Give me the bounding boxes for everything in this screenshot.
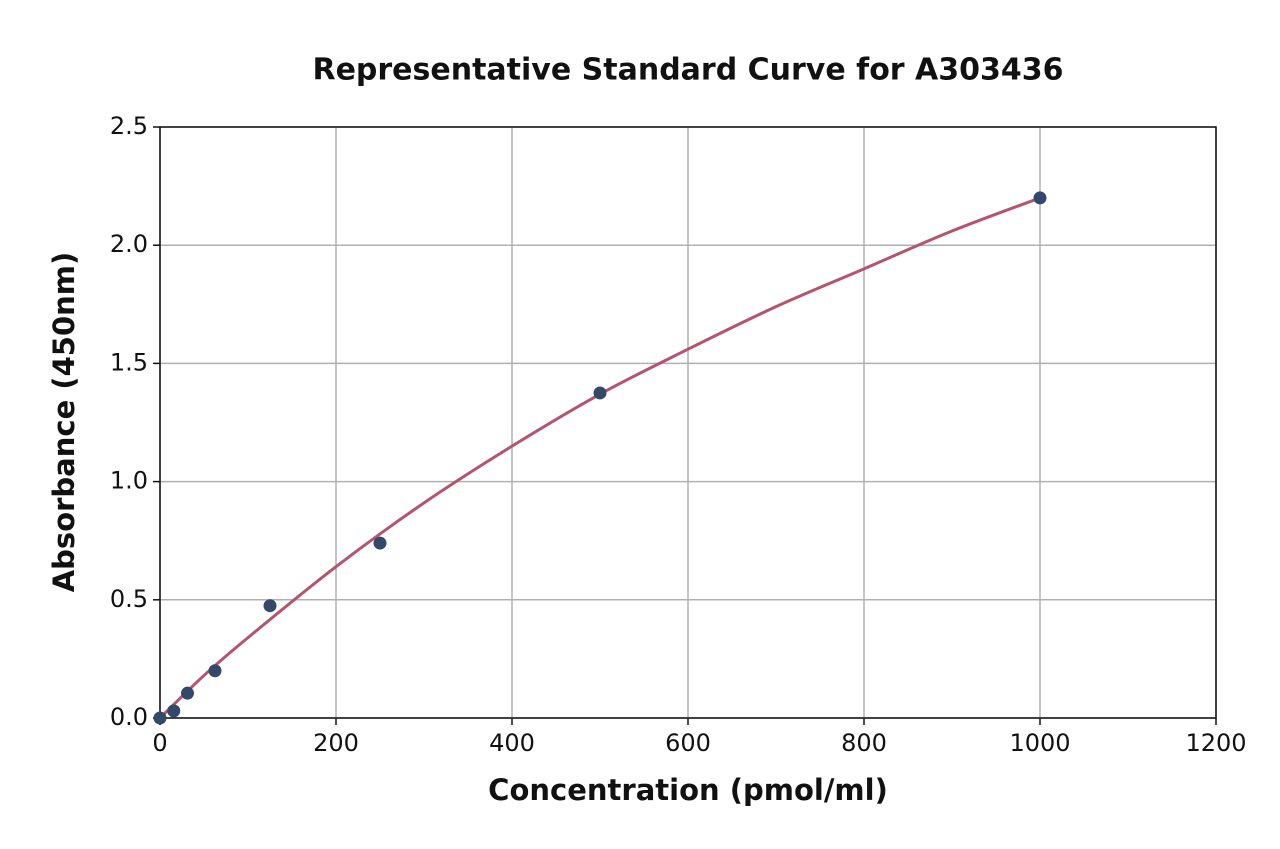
y-axis-label: Absorbance (450nm) xyxy=(47,252,81,593)
y-tick-label: 0.0 xyxy=(110,703,148,731)
fit-curve xyxy=(158,196,1041,720)
y-tick-label: 2.5 xyxy=(110,112,148,140)
x-tick-label: 200 xyxy=(313,729,359,757)
y-tick-label: 1.0 xyxy=(110,467,148,495)
y-tick-label: 1.5 xyxy=(110,348,148,376)
data-point xyxy=(208,664,222,678)
x-tick-label: 1000 xyxy=(1009,729,1070,757)
x-tick-label: 600 xyxy=(665,729,711,757)
x-tick-label: 1200 xyxy=(1185,729,1246,757)
data-point xyxy=(593,386,607,400)
x-tick-label: 0 xyxy=(152,729,167,757)
x-tick-label: 800 xyxy=(841,729,887,757)
data-point xyxy=(1033,191,1047,205)
data-point xyxy=(373,536,387,550)
plot-frame xyxy=(159,126,1217,719)
x-axis-label: Concentration (pmol/ml) xyxy=(488,773,888,807)
chart-title: Representative Standard Curve for A30343… xyxy=(312,53,1063,88)
data-point xyxy=(167,704,181,718)
y-tick-label: 2.0 xyxy=(110,230,148,258)
data-point xyxy=(181,686,194,700)
x-tick-label: 400 xyxy=(489,729,535,757)
y-tick-label: 0.5 xyxy=(110,585,148,613)
data-point xyxy=(263,599,277,613)
data-point xyxy=(153,711,167,725)
